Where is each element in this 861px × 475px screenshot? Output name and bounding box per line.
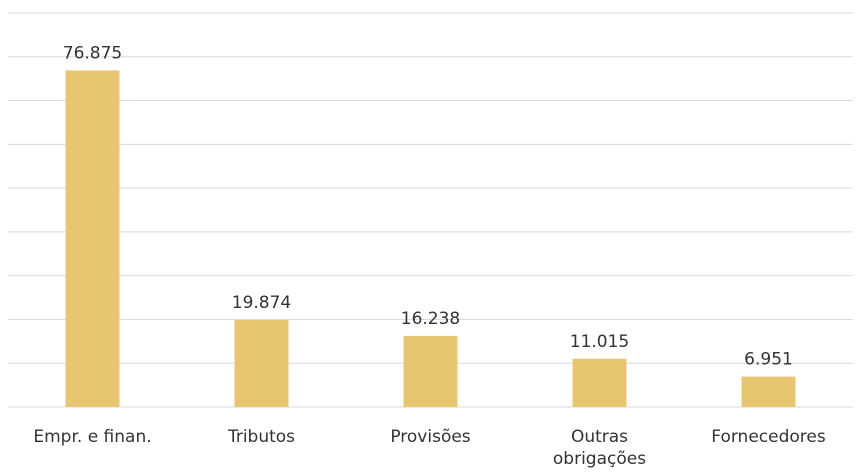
value-label: 11.015 (570, 332, 629, 352)
x-tick-label: Provisões (390, 427, 471, 447)
bar (65, 70, 120, 407)
value-label: 76.875 (63, 43, 122, 63)
x-tick-label: Tributos (227, 427, 296, 447)
value-label: 19.874 (232, 293, 291, 313)
bar (741, 376, 796, 407)
bar (234, 319, 289, 407)
x-tick-label: Fornecedores (711, 427, 826, 447)
value-label: 6.951 (744, 350, 793, 370)
bar (572, 358, 627, 407)
value-label: 16.238 (401, 309, 460, 329)
x-tick-label: Empr. e finan. (33, 427, 152, 447)
x-tick-label: Outras obrigações (552, 427, 647, 469)
bar (403, 335, 458, 407)
